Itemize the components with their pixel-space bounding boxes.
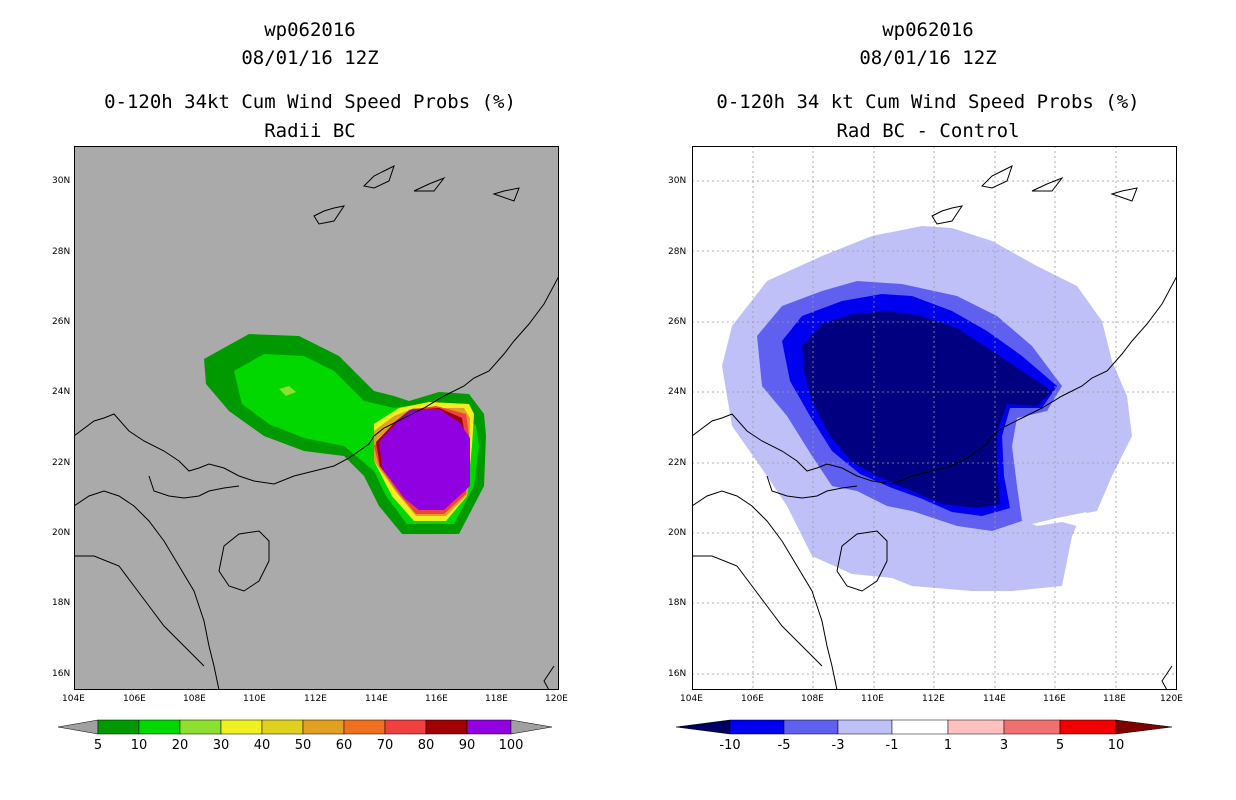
left-lon-label-110E: 110E <box>243 694 266 704</box>
left-lat-label-20N: 20N <box>52 528 71 538</box>
right-lon-label-120E: 120E <box>1160 694 1183 704</box>
right-colorbar-label-minus1: -1 <box>885 738 899 753</box>
left-lat-label-30N: 30N <box>52 176 71 186</box>
right-lon-label-110E: 110E <box>861 694 884 704</box>
left-map-frame <box>74 146 559 690</box>
right-map-frame <box>692 146 1177 690</box>
right-colorbar-box-5 <box>1059 719 1117 735</box>
left-colorbar <box>58 719 552 735</box>
left-datetime: 08/01/16 12Z <box>241 47 379 69</box>
right-lat-label-22N: 22N <box>668 458 687 468</box>
left-map <box>74 146 559 690</box>
right-colorbar-box-1 <box>947 719 1005 735</box>
right-colorbar-box-minus1 <box>891 719 949 735</box>
left-lon-label-118E: 118E <box>485 694 508 704</box>
left-lon-label-104E: 104E <box>62 694 85 704</box>
right-lat-label-26N: 26N <box>668 317 687 327</box>
right-lat-label-16N: 16N <box>668 669 687 679</box>
right-lon-label-118E: 118E <box>1103 694 1126 704</box>
right-gridlines <box>692 146 1177 690</box>
right-lon-label-114E: 114E <box>983 694 1006 704</box>
left-colorbar-label-20: 20 <box>171 738 189 753</box>
right-colorbar-label-minus5: -5 <box>777 738 791 753</box>
right-coastlines <box>692 165 1177 690</box>
right-lat-label-28N: 28N <box>668 247 687 257</box>
right-colorbar-label-5: 5 <box>1055 738 1065 753</box>
left-colorbar-label-60: 60 <box>335 738 353 753</box>
right-colorbar-label-10: 10 <box>1107 738 1125 753</box>
left-colorbar-label-80: 80 <box>417 738 435 753</box>
left-colorbar-box-20 <box>179 719 222 735</box>
right-colorbar-low-arrow <box>676 719 731 735</box>
right-lon-label-104E: 104E <box>680 694 703 704</box>
left-colorbar-box-50 <box>302 719 345 735</box>
right-colorbar-box-minus5 <box>783 719 839 735</box>
right-colorbar <box>676 719 1172 735</box>
right-lon-label-112E: 112E <box>922 694 945 704</box>
left-colorbar-label-90: 90 <box>458 738 476 753</box>
right-colorbar-label-1: 1 <box>943 738 953 753</box>
left-lat-label-26N: 26N <box>52 317 71 327</box>
left-colorbar-label-10: 10 <box>130 738 148 753</box>
diff-contour-minus10 <box>802 311 1052 508</box>
left-colorbar-high-arrow <box>510 719 552 735</box>
prob-contour-100 <box>379 409 470 510</box>
left-lat-label-24N: 24N <box>52 387 71 397</box>
left-colorbar-box-10 <box>138 719 181 735</box>
right-lat-label-30N: 30N <box>668 176 687 186</box>
right-colorbar-high-arrow <box>1115 719 1172 735</box>
right-colorbar-box-minus10 <box>729 719 785 735</box>
left-lat-label-18N: 18N <box>52 598 71 608</box>
left-colorbar-label-30: 30 <box>212 738 230 753</box>
left-subtitle: Radii BC <box>264 120 356 142</box>
left-colorbar-low-arrow <box>58 719 99 735</box>
right-colorbar-label-minus3: -3 <box>831 738 845 753</box>
right-lon-label-108E: 108E <box>801 694 824 704</box>
right-datetime: 08/01/16 12Z <box>859 47 997 69</box>
left-lon-label-108E: 108E <box>183 694 206 704</box>
diff-contour-minus1-hole <box>1032 512 1087 526</box>
right-colorbar-box-minus3 <box>837 719 893 735</box>
left-colorbar-box-30 <box>220 719 263 735</box>
left-lon-label-106E: 106E <box>123 694 146 704</box>
right-colorbar-label-3: 3 <box>999 738 1009 753</box>
left-colorbar-label-100: 100 <box>498 738 524 753</box>
left-lat-label-22N: 22N <box>52 458 71 468</box>
left-lat-label-16N: 16N <box>52 669 71 679</box>
left-colorbar-box-60 <box>343 719 386 735</box>
left-lon-label-112E: 112E <box>304 694 327 704</box>
left-product-title: 0-120h 34kt Cum Wind Speed Probs (%) <box>104 91 516 113</box>
right-lat-label-18N: 18N <box>668 598 687 608</box>
left-colorbar-label-40: 40 <box>253 738 271 753</box>
right-colorbar-box-3 <box>1003 719 1061 735</box>
left-colorbar-box-80 <box>425 719 468 735</box>
left-lat-label-28N: 28N <box>52 247 71 257</box>
right-lat-label-24N: 24N <box>668 387 687 397</box>
right-product-title: 0-120h 34 kt Cum Wind Speed Probs (%) <box>716 91 1140 113</box>
right-colorbar-label-minus10: -10 <box>719 738 741 753</box>
right-subtitle: Rad BC - Control <box>836 120 1020 142</box>
left-storm-id: wp062016 <box>264 19 356 41</box>
left-lon-label-114E: 114E <box>365 694 388 704</box>
left-lon-label-120E: 120E <box>545 694 568 704</box>
right-map <box>692 146 1177 690</box>
left-lon-label-116E: 116E <box>425 694 448 704</box>
right-lat-label-20N: 20N <box>668 528 687 538</box>
right-lon-label-116E: 116E <box>1043 694 1066 704</box>
left-colorbar-label-50: 50 <box>294 738 312 753</box>
left-colorbar-box-40 <box>261 719 304 735</box>
left-colorbar-label-5: 5 <box>93 738 103 753</box>
prob-contour-20 <box>279 386 296 396</box>
left-colorbar-box-70 <box>384 719 427 735</box>
right-lon-label-106E: 106E <box>741 694 764 704</box>
right-storm-id: wp062016 <box>882 19 974 41</box>
left-coastlines <box>74 165 559 690</box>
left-colorbar-label-70: 70 <box>376 738 394 753</box>
left-colorbar-box-90 <box>466 719 512 735</box>
left-colorbar-box-5 <box>97 719 140 735</box>
